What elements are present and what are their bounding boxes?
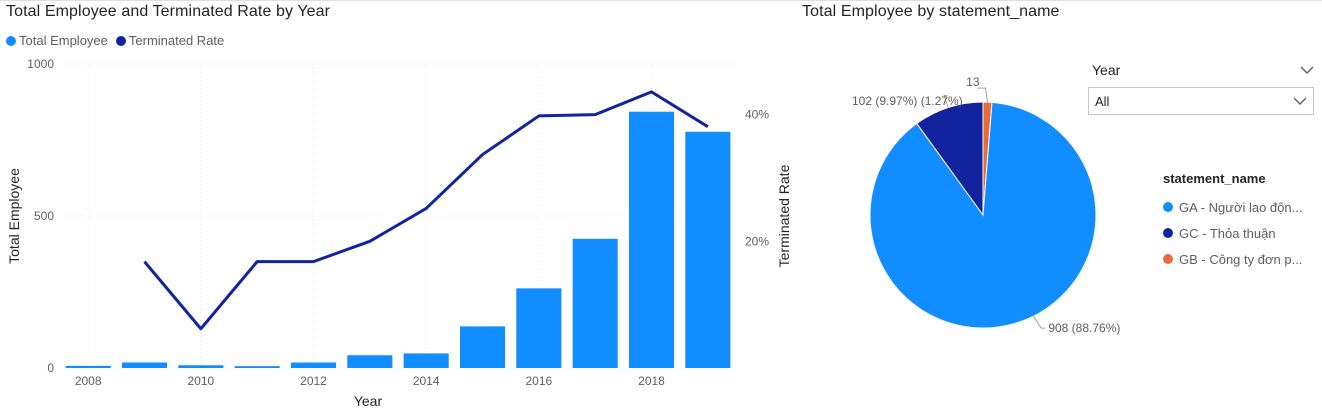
line-terminated-rate [143, 90, 709, 331]
pie-slice [916, 101, 984, 217]
legend-dot-icon [1163, 228, 1173, 238]
x-tick-label: 2014 [413, 374, 440, 388]
leader-line [1032, 315, 1046, 329]
bar-total-employee [121, 362, 168, 368]
bar-total-employee [65, 365, 111, 368]
pie-legend-label: GA - Người lao độn... [1179, 199, 1303, 215]
x-tick-label: 2016 [525, 374, 552, 388]
data-label-ga: 908 (88.76%) [1048, 321, 1120, 335]
leader-line [977, 87, 989, 103]
year-slicer[interactable]: Year All [1088, 56, 1314, 115]
chevron-down-icon[interactable] [1293, 96, 1307, 106]
bar-total-employee [178, 365, 224, 368]
data-label-gb: 13 [966, 75, 980, 89]
slicer-title: Year [1092, 62, 1121, 78]
legend-dot-icon [6, 35, 16, 46]
data-label-gc: 102 (9.97%) (1.27%) [852, 94, 963, 108]
x-axis-title: Year [354, 393, 383, 409]
chevron-down-icon[interactable] [1300, 65, 1314, 75]
pie-legend-item-gb[interactable]: GB - Công ty đơn p... [1163, 246, 1302, 272]
y2-tick-label: 40% [745, 108, 769, 122]
bar-total-employee [459, 326, 506, 368]
bar-total-employee [290, 362, 337, 368]
x-tick-label: 2008 [75, 374, 102, 388]
legend-label-terminated-rate: Terminated Rate [128, 33, 225, 48]
pie-chart-legend: statement_name GA - Người lao độn... GC … [1163, 171, 1302, 272]
y-tick-label: 1000 [27, 57, 54, 71]
slicer-dropdown[interactable]: All [1088, 87, 1314, 115]
legend-item-total-employee[interactable]: Total Employee [6, 33, 108, 48]
bar-total-employee [628, 111, 675, 368]
pie-legend-item-ga[interactable]: GA - Người lao độn... [1163, 194, 1302, 220]
legend-dot-icon [1163, 254, 1173, 264]
pie-legend-label: GB - Công ty đơn p... [1179, 251, 1303, 267]
top-border [0, 0, 1322, 1]
y-axis-title: Total Employee [6, 168, 22, 264]
pie-legend-item-gc[interactable]: GC - Thỏa thuận [1163, 220, 1302, 246]
y-tick-label: 0 [47, 361, 54, 375]
bar-total-employee [516, 288, 562, 368]
pie-legend-label: GC - Thỏa thuận [1179, 225, 1276, 241]
bar-total-employee [347, 355, 393, 368]
bar-total-employee [403, 353, 449, 368]
y2-tick-label: 20% [745, 234, 769, 248]
combo-chart[interactable]: 0 500 1000 2008 2010 2012 2014 2016 2018 20% 40% Ye… [0, 0, 790, 414]
bar-total-employee [572, 238, 618, 368]
slicer-header[interactable]: Year [1088, 56, 1314, 84]
y-tick-label: 500 [34, 209, 54, 223]
combo-chart-legend: Total Employee Terminated Rate [6, 33, 232, 48]
legend-dot-icon [115, 35, 126, 46]
combo-chart-title: Total Employee and Terminated Rate by Ye… [6, 3, 331, 20]
x-tick-label: 2018 [638, 374, 665, 388]
pie-legend-title: statement_name [1163, 171, 1266, 186]
y2-axis-title: Terminated Rate [776, 164, 790, 267]
pie-chart-title: Total Employee by statement_name [802, 3, 1060, 20]
legend-item-terminated-rate[interactable]: Terminated Rate [115, 33, 225, 48]
pie-chart[interactable]: 908 (88.76%) 102 (9.97%) (1.27%)13 [800, 0, 1130, 414]
legend-label-total-employee: Total Employee [19, 33, 108, 48]
x-tick-label: 2010 [187, 374, 214, 388]
legend-dot-icon [1163, 202, 1173, 212]
bar-total-employee [685, 131, 731, 368]
bar-total-employee [234, 366, 280, 368]
slicer-value: All [1095, 93, 1110, 109]
x-tick-label: 2012 [300, 374, 327, 388]
leader-line [943, 94, 949, 108]
